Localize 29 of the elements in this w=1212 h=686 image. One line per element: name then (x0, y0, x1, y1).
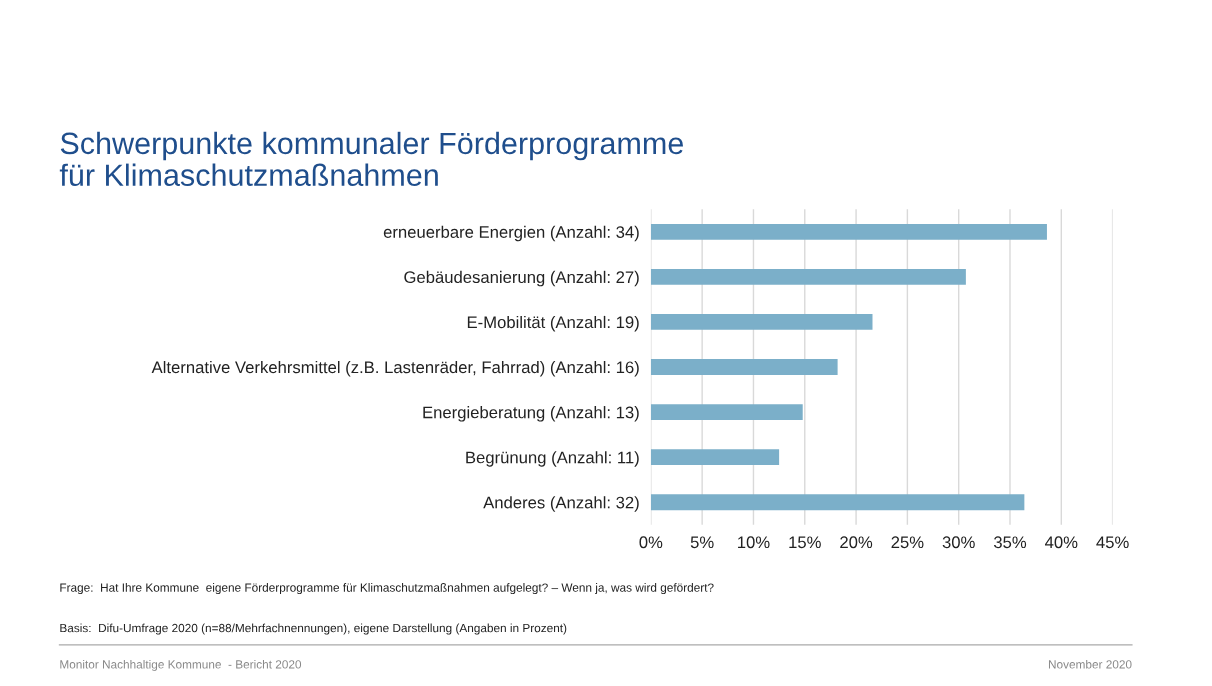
x-tick-label: 40% (1045, 536, 1078, 549)
y-tick-label: Begrünung (Anzahl: 11) (466, 451, 639, 467)
y-tick-label: Anderes (Anzahl: 32) (483, 496, 639, 512)
bar (650, 449, 780, 466)
x-tick-label: 10% (738, 536, 770, 549)
y-tick-label: Energieberatung (Anzahl: 13) (423, 406, 639, 422)
text: November 2020 (1048, 659, 1132, 669)
x-tick-label: 0% (639, 536, 663, 549)
text: Schwerpunkte kommunaler Förderprogramme für Klimaschutzmaßnahmen (59, 131, 683, 187)
text: Basis: Difu-Umfrage 2020 (n=88/Mehrfachnennungen), eigene Darstellung (Angaben in Prozent) (60, 623, 567, 635)
y-tick-label: Gebäudesanierung (Anzahl: 27) (404, 270, 639, 287)
x-tick-label: 15% (789, 536, 821, 549)
y-tick-label: E-Mobilität (Anzahl: 19) (467, 315, 639, 332)
x-tick-label: 20% (840, 536, 873, 549)
y-tick-label: Alternative Verkehrsmittel (z.B. Lastenräder, Fahrrad) (Anzahl: 16) (151, 360, 639, 377)
bar (650, 404, 803, 420)
y-tick-label: erneuerbare Energien (Anzahl: 34) (383, 225, 639, 242)
x-tick-label: 5% (690, 536, 714, 549)
text: Monitor Nachhaltige Kommune - Bericht 2020 (60, 659, 302, 671)
x-tick-label: 45% (1096, 536, 1129, 549)
x-tick-label: 30% (942, 536, 975, 549)
bar (650, 494, 1025, 511)
bar (650, 268, 966, 285)
x-tick-label: 35% (993, 536, 1027, 549)
bar (650, 359, 838, 375)
text: Frage: Hat Ihre Kommune eigene Förderprogramme für Klimaschutzmaßnahmen aufgelegt? – Wenn ja, was wird gefördert? (60, 583, 714, 595)
bar (650, 223, 1047, 240)
bar (650, 314, 873, 330)
x-tick-label: 25% (891, 536, 924, 549)
